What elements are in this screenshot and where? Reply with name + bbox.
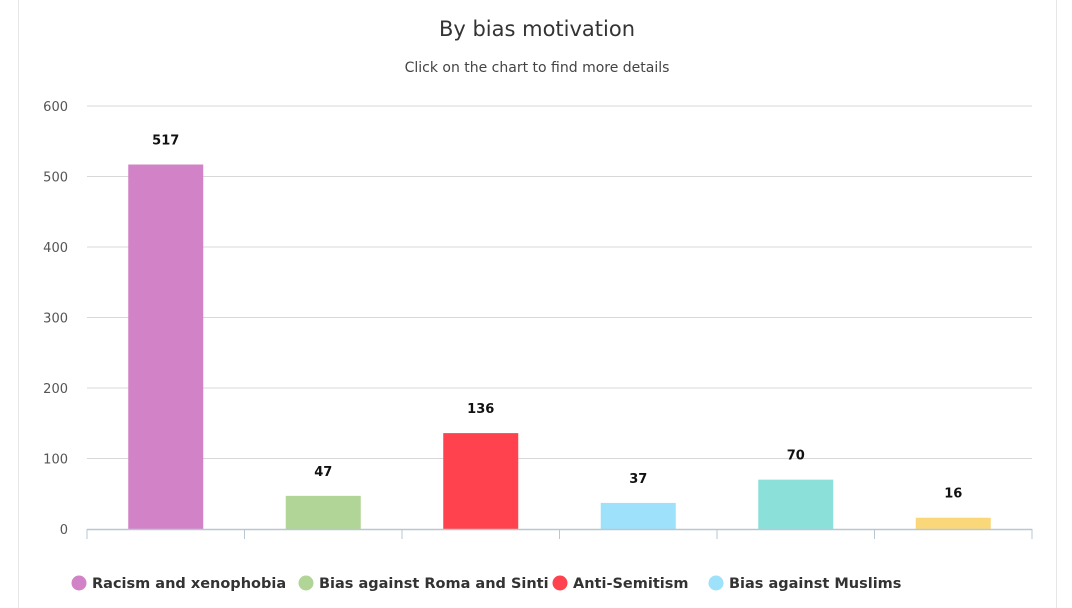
legend-item[interactable]: Bias against Muslims (708, 575, 902, 593)
y-tick-label: 0 (60, 523, 68, 538)
chart-panel (18, 0, 1057, 608)
legend-item[interactable]: Anti-Semitism (552, 575, 689, 593)
legend-label: Anti-Semitism (573, 576, 688, 592)
data-label: 16 (944, 487, 962, 502)
bar[interactable] (915, 517, 991, 529)
data-label: 70 (787, 449, 805, 464)
legend-marker (552, 575, 568, 591)
y-tick-label: 300 (43, 312, 68, 327)
bar[interactable] (758, 479, 834, 529)
legend-marker (708, 575, 724, 591)
y-tick-label: 600 (43, 100, 68, 115)
bar[interactable] (600, 502, 676, 529)
bar[interactable] (443, 433, 519, 529)
legend-label: Racism and xenophobia (92, 576, 286, 592)
data-label: 136 (467, 402, 494, 417)
legend-marker (71, 575, 87, 591)
y-tick-label: 400 (43, 241, 68, 256)
grid-lines (87, 105, 1032, 459)
y-tick-label: 200 (43, 382, 68, 397)
chart-subtitle: Click on the chart to find more details (405, 60, 670, 76)
legend-label: Bias against Roma and Sinti (319, 576, 549, 592)
y-tick-label: 100 (43, 453, 68, 468)
data-label: 37 (629, 472, 647, 487)
data-label: 47 (314, 465, 332, 480)
x-axis (86, 528, 1033, 539)
bar[interactable] (128, 164, 204, 529)
bar[interactable] (285, 495, 361, 529)
bar-series[interactable] (128, 164, 991, 529)
y-axis-ticks: 0 100 200 300 400 500 600 (43, 100, 68, 538)
y-tick-label: 500 (43, 171, 68, 186)
chart-title: By bias motivation (439, 17, 635, 41)
legend[interactable]: Racism and xenophobia Bias against Roma a… (71, 575, 902, 593)
legend-item[interactable]: Racism and xenophobia (71, 575, 287, 593)
legend-item[interactable]: Bias against Roma and Sinti (298, 575, 549, 593)
data-label: 517 (152, 134, 179, 149)
legend-marker (298, 575, 314, 591)
data-labels: 517 47 136 37 70 16 (152, 134, 962, 502)
legend-label: Bias against Muslims (729, 576, 901, 592)
